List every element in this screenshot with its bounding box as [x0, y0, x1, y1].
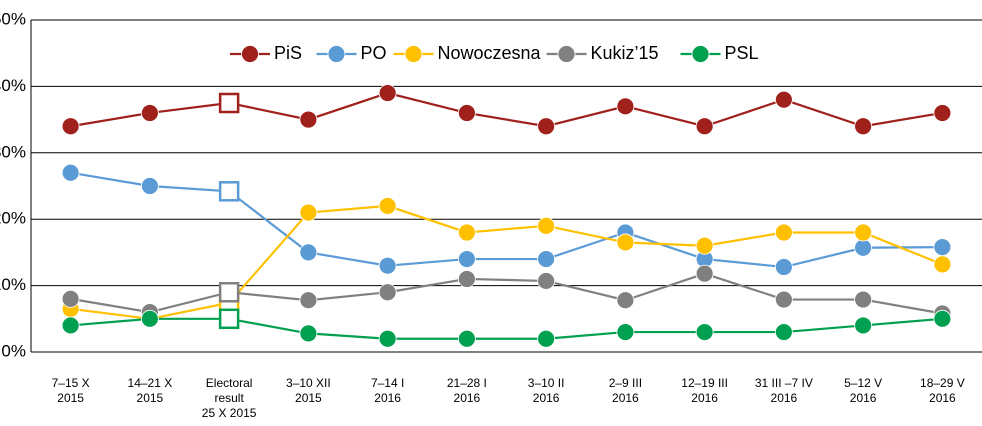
- marker: [933, 309, 952, 328]
- x-tick-label: 18–29 V 2016: [920, 376, 965, 405]
- x-tick-label: 14–21 X 2015: [127, 376, 173, 405]
- marker: [140, 177, 159, 195]
- x-tick-label: 31 III –7 IV 2016: [754, 376, 813, 405]
- marker: [299, 243, 318, 262]
- marker: [616, 323, 635, 341]
- marker: [457, 329, 476, 348]
- marker: [457, 223, 476, 242]
- series-line: [70, 171, 943, 269]
- series-line: [70, 272, 943, 315]
- marker: [378, 84, 397, 102]
- x-tick-label: Electoral result 25 X 2015: [201, 376, 257, 420]
- marker: [457, 250, 476, 268]
- marker: [616, 97, 635, 116]
- marker: [774, 290, 793, 309]
- legend-marker: [404, 45, 423, 63]
- marker: [299, 291, 318, 310]
- marker: [854, 223, 873, 242]
- series-line: [70, 204, 943, 320]
- marker-square: [218, 281, 240, 303]
- legend-label: PiS: [274, 43, 302, 63]
- y-tick-label: 20%: [0, 209, 26, 228]
- marker-square: [218, 308, 240, 330]
- y-tick-label: 50%: [0, 9, 26, 28]
- y-tick-label: 0%: [1, 341, 26, 360]
- legend-marker: [557, 45, 576, 63]
- marker: [537, 272, 556, 290]
- marker-square: [218, 92, 240, 114]
- marker: [616, 233, 635, 252]
- marker: [299, 203, 318, 222]
- y-tick-label: 40%: [0, 76, 26, 95]
- marker: [854, 290, 873, 309]
- marker: [933, 255, 952, 274]
- marker: [774, 90, 793, 109]
- x-tick-label: 2–9 III 2016: [608, 376, 643, 405]
- marker: [457, 270, 476, 288]
- marker: [774, 258, 793, 276]
- marker: [695, 264, 714, 283]
- x-tick-label: 7–14 I 2016: [370, 376, 405, 405]
- x-tick-label: 5–12 V 2016: [844, 376, 883, 405]
- legend-marker: [241, 45, 259, 63]
- marker: [378, 329, 397, 348]
- x-tick-label: 12–19 III 2016: [681, 376, 728, 405]
- legend-marker: [691, 45, 710, 63]
- marker: [378, 197, 397, 215]
- marker: [537, 216, 556, 235]
- legend-label: PSL: [725, 43, 759, 63]
- marker-square: [218, 181, 240, 202]
- x-tick-label: 3–10 II 2016: [527, 376, 565, 405]
- marker: [61, 163, 80, 182]
- marker: [61, 289, 80, 308]
- marker: [854, 238, 873, 257]
- marker: [933, 104, 952, 122]
- marker: [854, 117, 873, 136]
- marker: [378, 283, 397, 302]
- legend: PiS PO Nowoczesna Kukiz’15 PSL: [230, 43, 759, 63]
- series-line: [70, 317, 943, 340]
- marker: [457, 104, 476, 122]
- marker: [695, 117, 714, 136]
- x-tick-label: 3–10 XII 2015: [286, 376, 331, 405]
- marker: [61, 117, 80, 136]
- x-tick-label: 21–28 I 2016: [446, 376, 487, 405]
- marker: [537, 250, 556, 268]
- series-line: [70, 91, 943, 128]
- legend-label: Nowoczesna: [438, 43, 542, 63]
- y-tick-label: 10%: [0, 275, 26, 294]
- marker: [537, 117, 556, 136]
- legend-label: PO: [361, 43, 387, 63]
- marker: [61, 316, 80, 335]
- legend-label: Kukiz’15: [591, 43, 659, 63]
- marker: [378, 256, 397, 275]
- marker: [537, 329, 556, 348]
- marker: [854, 316, 873, 335]
- marker: [695, 236, 714, 255]
- marker: [616, 291, 635, 310]
- x-tick-label: 7–15 X 2015: [51, 376, 90, 405]
- marker: [933, 238, 952, 256]
- marker: [140, 309, 159, 328]
- marker: [774, 323, 793, 341]
- y-tick-label: 30%: [0, 142, 26, 161]
- marker: [140, 104, 159, 122]
- marker: [695, 323, 714, 341]
- marker: [774, 223, 793, 242]
- marker: [299, 324, 318, 343]
- legend-marker: [327, 45, 346, 63]
- marker: [299, 110, 318, 129]
